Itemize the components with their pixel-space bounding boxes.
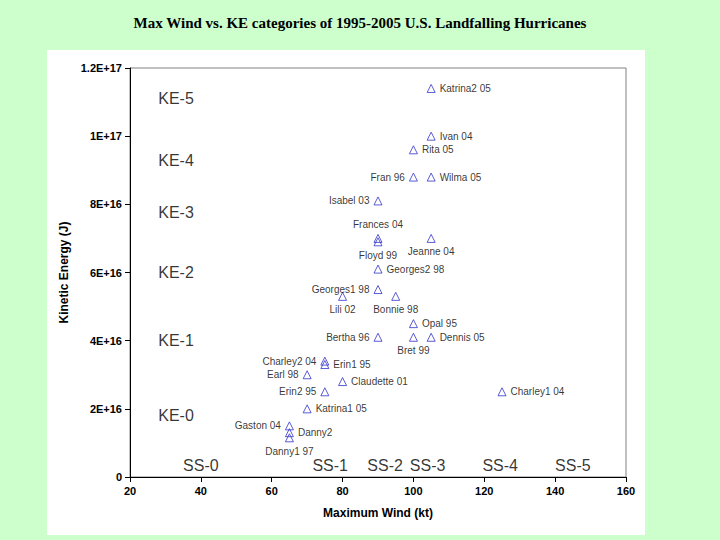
svg-text:SS-3: SS-3: [410, 457, 446, 474]
svg-text:SS-0: SS-0: [183, 457, 219, 474]
svg-text:Floyd 99: Floyd 99: [359, 250, 398, 261]
svg-text:KE-2: KE-2: [158, 264, 194, 281]
svg-text:Fran 96: Fran 96: [370, 172, 405, 183]
svg-text:Katrina2 05: Katrina2 05: [440, 83, 492, 94]
svg-text:Danny1 97: Danny1 97: [265, 446, 314, 457]
svg-text:Lili 02: Lili 02: [330, 304, 357, 315]
svg-text:Earl 98: Earl 98: [267, 369, 299, 380]
svg-text:2E+16: 2E+16: [90, 403, 122, 415]
svg-text:Maximum Wind (kt): Maximum Wind (kt): [323, 506, 433, 520]
svg-text:SS-1: SS-1: [312, 457, 348, 474]
svg-text:Georges1 98: Georges1 98: [312, 284, 370, 295]
svg-text:140: 140: [546, 485, 564, 497]
svg-text:SS-2: SS-2: [367, 457, 403, 474]
svg-text:Wilma 05: Wilma 05: [440, 172, 482, 183]
svg-text:Dennis 05: Dennis 05: [440, 332, 485, 343]
svg-text:Kinetic Energy (J): Kinetic Energy (J): [57, 221, 71, 323]
svg-text:6E+16: 6E+16: [90, 267, 122, 279]
svg-text:100: 100: [404, 485, 422, 497]
svg-text:Bonnie 98: Bonnie 98: [373, 304, 418, 315]
svg-text:Charley1 04: Charley1 04: [511, 386, 565, 397]
svg-text:8E+16: 8E+16: [90, 198, 122, 210]
svg-text:Bertha 96: Bertha 96: [326, 332, 370, 343]
svg-text:80: 80: [336, 485, 348, 497]
svg-text:KE-3: KE-3: [158, 204, 194, 221]
svg-text:0: 0: [116, 471, 122, 483]
svg-text:Claudette 01: Claudette 01: [351, 376, 408, 387]
svg-text:Bret 99: Bret 99: [397, 345, 430, 356]
svg-text:Isabel 03: Isabel 03: [329, 195, 370, 206]
svg-text:Jeanne 04: Jeanne 04: [408, 246, 455, 257]
svg-text:1E+17: 1E+17: [90, 130, 122, 142]
svg-text:Charley2 04: Charley2 04: [262, 356, 316, 367]
svg-text:1.2E+17: 1.2E+17: [81, 62, 122, 74]
svg-text:4E+16: 4E+16: [90, 335, 122, 347]
svg-text:Erin1 95: Erin1 95: [333, 359, 371, 370]
svg-text:Max Wind vs. KE categories of: Max Wind vs. KE categories of 1995-2005 …: [134, 15, 587, 31]
svg-text:KE-1: KE-1: [158, 332, 194, 349]
svg-text:Katrina1 05: Katrina1 05: [316, 403, 368, 414]
svg-text:160: 160: [617, 485, 635, 497]
svg-text:20: 20: [124, 485, 136, 497]
svg-text:40: 40: [195, 485, 207, 497]
svg-text:KE-4: KE-4: [158, 152, 194, 169]
svg-text:120: 120: [475, 485, 493, 497]
svg-text:Georges2 98: Georges2 98: [387, 264, 445, 275]
svg-text:Erin2 95: Erin2 95: [279, 386, 317, 397]
svg-text:KE-5: KE-5: [158, 90, 194, 107]
svg-text:Rita 05: Rita 05: [422, 144, 454, 155]
svg-text:60: 60: [266, 485, 278, 497]
svg-text:Ivan 04: Ivan 04: [440, 131, 473, 142]
svg-text:KE-0: KE-0: [158, 407, 194, 424]
svg-text:SS-4: SS-4: [482, 457, 518, 474]
svg-text:Danny2: Danny2: [298, 427, 333, 438]
svg-text:Frances 04: Frances 04: [353, 219, 403, 230]
svg-text:Gaston 04: Gaston 04: [235, 420, 282, 431]
svg-text:SS-5: SS-5: [555, 457, 591, 474]
svg-text:Opal 95: Opal 95: [422, 318, 457, 329]
